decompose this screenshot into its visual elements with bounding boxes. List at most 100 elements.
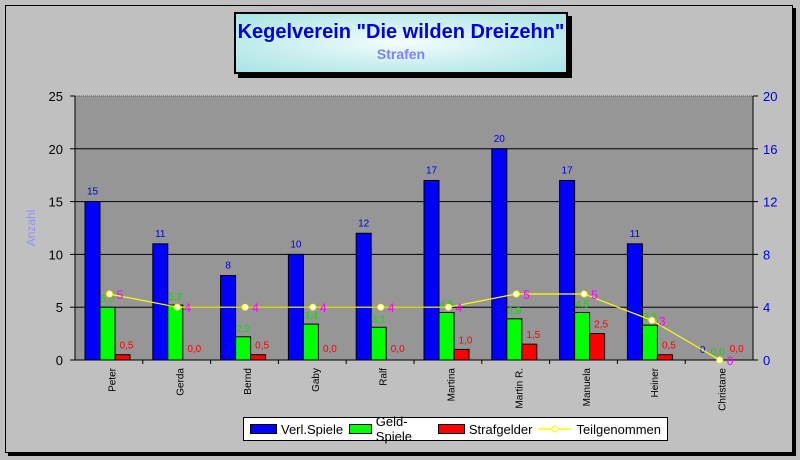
line-marker [716, 356, 724, 364]
y2-tick-label: 0 [763, 353, 770, 368]
y-tick-label: 10 [49, 247, 63, 262]
data-label: 15 [87, 187, 99, 198]
bar [423, 179, 440, 361]
line-label: 3 [659, 314, 666, 328]
bar [641, 324, 658, 361]
data-label: 2,2 [236, 324, 250, 335]
data-label: 1,5 [526, 330, 540, 341]
y-tick-label: 5 [56, 300, 63, 315]
bar [355, 232, 372, 361]
data-label: 12 [358, 218, 370, 229]
bar [114, 354, 131, 361]
bar [521, 343, 538, 361]
chart-subtitle: Strafen [376, 46, 426, 62]
chart-title: Kegelverein "Die wilden Dreizehn" [237, 21, 565, 43]
legend-swatch-green [349, 424, 372, 434]
legend-item-verl: Verl.Spiele [250, 422, 343, 437]
data-label: 11 [155, 229, 166, 240]
data-label: 17 [426, 165, 438, 176]
data-label: 0,5 [120, 341, 134, 352]
bar [574, 311, 591, 361]
legend-item-geld: Geld-Spiele [349, 414, 432, 444]
data-label: 5,0 [101, 294, 115, 305]
x-tick-label: Peter [108, 367, 119, 392]
bar [589, 333, 606, 361]
line-label: 0 [727, 354, 734, 368]
line-label: 5 [523, 288, 530, 302]
bar [506, 318, 523, 361]
y-tick-label: 20 [49, 142, 63, 157]
data-label: 4,5 [575, 299, 589, 310]
line-marker [309, 303, 317, 311]
line-teilgenommen [109, 293, 721, 361]
legend-line-icon [538, 425, 573, 433]
line-label: 5 [591, 288, 598, 302]
bar [656, 354, 673, 361]
data-label: 0,0 [187, 344, 201, 355]
line-label: 4 [456, 301, 463, 315]
bar [99, 306, 116, 361]
line-marker [241, 303, 249, 311]
data-label: 0,5 [255, 341, 269, 352]
data-label: 0,0 [711, 347, 725, 358]
data-label: 2,5 [594, 320, 608, 331]
y2-tick-label: 4 [763, 300, 770, 315]
bar [453, 348, 470, 361]
x-tick-label: Gaby [311, 368, 322, 392]
x-tick-label: Gerda [175, 368, 186, 396]
data-label: 11 [630, 229, 641, 240]
y-axis-label: Anzahl [24, 210, 38, 247]
data-label: 3,9 [507, 306, 521, 317]
legend-swatch-blue [250, 424, 277, 434]
x-tick-label: Bernd [243, 368, 254, 395]
x-tick-label: Christane [718, 368, 729, 411]
line-label: 5 [117, 288, 124, 302]
line-label: 4 [320, 301, 327, 315]
line-marker [512, 290, 520, 298]
line-marker [445, 303, 452, 311]
line-label: 4 [252, 301, 259, 315]
data-label: 3,4 [304, 311, 318, 322]
bar [491, 148, 508, 361]
data-label: 0,0 [323, 344, 337, 355]
legend-label: Strafgelder [468, 421, 533, 437]
data-label: 0,0 [391, 344, 405, 355]
bar [152, 243, 169, 361]
line-label: 4 [388, 301, 395, 315]
data-label: 8 [225, 261, 231, 272]
line-marker [580, 290, 588, 298]
bar [250, 354, 267, 361]
bar [370, 326, 387, 361]
data-label: 20 [494, 134, 506, 145]
bar [302, 323, 319, 361]
data-label: 1,0 [459, 335, 473, 346]
bar [235, 336, 252, 361]
bar [220, 275, 237, 361]
data-label: 0,0 [730, 344, 744, 355]
legend-swatch-red [437, 424, 465, 434]
line-marker [648, 316, 656, 324]
x-tick-label: Martina [447, 368, 458, 402]
data-label: 0,5 [662, 341, 676, 352]
y2-tick-label: 8 [763, 247, 770, 262]
y-tick-label: 0 [56, 353, 63, 368]
data-label: 5,2 [168, 292, 182, 303]
y-tick-label: 25 [49, 89, 63, 104]
x-tick-label: Martin R. [514, 368, 525, 409]
bar [84, 201, 101, 361]
data-label: 3,1 [372, 314, 386, 325]
line-marker [173, 303, 181, 311]
y-tick-label: 15 [49, 195, 63, 210]
bar [559, 179, 576, 361]
line-marker [106, 290, 113, 298]
legend-item-teil: Teilgenommen [538, 422, 661, 437]
bar [167, 304, 184, 361]
line-marker [377, 303, 385, 311]
line-label: 4 [184, 301, 191, 315]
x-tick-label: Ralf [379, 368, 390, 386]
y2-tick-label: 20 [763, 89, 777, 104]
data-label: 17 [562, 165, 574, 176]
title-box: Kegelverein "Die wilden Dreizehn" Strafe… [234, 12, 568, 74]
x-tick-label: Manuela [582, 368, 593, 407]
